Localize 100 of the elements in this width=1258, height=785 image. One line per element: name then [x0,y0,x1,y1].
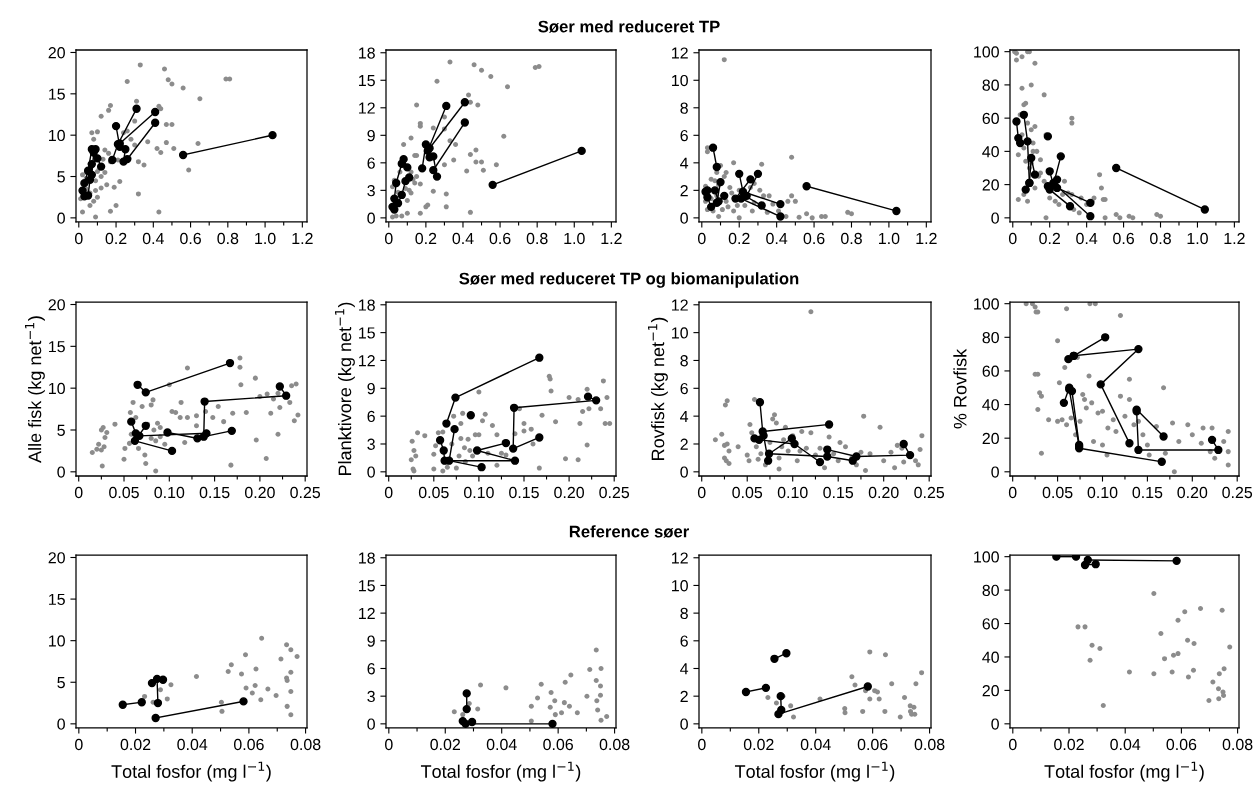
x-tick-label: 0 [697,486,706,499]
x-tick-label: 0.02 [430,738,461,751]
y-tick-label: 10 [672,580,688,592]
y-tick-label: 10 [49,129,65,142]
y-tick-label: 6 [680,382,688,395]
y-tick-label: 12 [359,355,375,367]
y-tick-label: 15 [359,327,375,339]
y-tick-label: 10 [672,74,688,87]
y-tick-label: 18 [359,299,375,311]
x-tick-label: 1.2 [292,232,313,244]
x-tick-label: 0.15 [823,486,854,499]
x-tick-label: 0.6 [489,232,511,245]
y-tick-label: 6 [680,129,688,142]
x-tick-label: 0 [384,486,393,499]
x-tick-label: 0.10 [1087,486,1118,499]
x-tick-label: 0.4 [142,232,164,245]
x-tick-label: 0.04 [177,738,208,751]
y-tick-label: 3 [367,690,375,703]
x-tick-label: 0.2 [415,232,437,245]
y-tick-label: 10 [49,635,65,647]
y-tick-label: 20 [982,432,999,445]
y-tick-label: 8 [680,102,688,114]
y-tick-label: 18 [359,47,375,59]
y-tick-label: 18 [359,552,375,564]
x-axis-title: Total fosfor (mg l$^{−1}$) [111,761,271,782]
y-tick-label: 40 [982,651,999,663]
y-tick-label: 60 [982,112,999,125]
x-tick-label: 1.0 [564,232,585,245]
x-tick-label: 0.04 [1110,738,1141,751]
y-tick-label: 9 [367,635,375,647]
y-axis-title: Planktivore (kg net$^{−1}$) [335,302,355,475]
x-tick-label: 0.02 [743,738,774,751]
y-tick-label: 80 [982,79,999,91]
x-tick-label: 0 [1008,486,1017,499]
x-tick-label: 0.2 [105,232,127,245]
y-axis-title: % Rovfisk [953,348,967,429]
x-tick-label: 0.2 [728,232,750,245]
x-tick-label: 0 [697,232,706,245]
x-tick-label: 0.05 [1042,486,1073,499]
y-tick-label: 4 [680,663,689,675]
x-tick-label: 0.8 [526,232,548,245]
x-tick-label: 1.0 [879,232,900,245]
y-tick-label: 2 [680,438,688,450]
x-tick-label: 0.02 [1054,738,1084,751]
y-tick-label: 4 [680,410,689,422]
x-tick-label: 0.25 [290,486,321,499]
x-tick-label: 0.25 [1222,486,1253,499]
y-tick-label: 0 [57,718,65,730]
y-tick-label: 8 [680,355,688,367]
x-tick-label: 0 [74,232,83,245]
x-tick-label: 0 [384,232,393,245]
y-tick-label: 0 [367,466,375,478]
x-tick-label: 1.2 [601,232,622,244]
y-tick-label: 6 [367,410,375,423]
y-tick-label: 100 [974,298,999,310]
y-tick-label: 12 [672,299,688,311]
y-tick-label: 6 [367,663,375,675]
x-tick-label: 0 [698,738,706,751]
x-tick-label: 0.15 [509,486,539,499]
y-tick-label: 15 [49,88,65,100]
y-tick-label: 20 [48,47,65,59]
chart-title: Reference søer [569,525,689,538]
x-tick-label: 0.6 [180,232,201,245]
y-tick-label: 0 [680,466,688,478]
x-axis-title: Total fosfor (mg l$^{−1}$) [420,761,581,782]
x-tick-label: 0.08 [290,738,321,751]
y-tick-label: 80 [982,584,999,597]
x-tick-label: 0.06 [543,738,573,751]
x-tick-label: 0.8 [1150,232,1171,245]
x-tick-label: 0.04 [486,738,517,751]
y-tick-label: 20 [982,685,999,697]
x-axis-title: Total fosfor (mg l$^{−1}$) [734,761,895,782]
x-tick-label: 0.4 [452,232,474,245]
x-tick-label: 0.08 [1222,738,1253,751]
x-tick-label: 0.15 [199,486,230,499]
chart-title: Søer med reduceret TP [538,20,720,33]
x-tick-label: 0.08 [599,738,630,751]
y-tick-label: 10 [672,327,688,339]
x-tick-label: 0.06 [1166,738,1197,751]
x-tick-label: 0.20 [554,486,585,499]
x-tick-label: 0.10 [463,486,494,499]
x-tick-label: 0.4 [766,232,788,245]
x-tick-label: 0.25 [599,486,630,499]
x-tick-label: 0 [74,486,83,499]
y-tick-label: 8 [680,607,688,620]
y-tick-label: 15 [49,593,65,606]
y-tick-label: 10 [49,382,65,395]
y-tick-label: 3 [367,184,375,197]
y-tick-label: 0 [367,718,375,730]
x-tick-label: 0 [1008,232,1017,245]
y-tick-label: 20 [982,179,999,191]
y-tick-label: 3 [367,438,375,450]
x-tick-label: 0.20 [1177,486,1208,499]
y-tick-label: 20 [48,299,65,311]
x-tick-label: 0.02 [120,738,151,751]
y-tick-label: 0 [680,212,688,224]
y-tick-label: 100 [974,46,999,58]
x-tick-label: 0 [1008,738,1017,751]
x-tick-label: 0 [75,738,83,751]
x-tick-label: 1.0 [1187,232,1208,245]
